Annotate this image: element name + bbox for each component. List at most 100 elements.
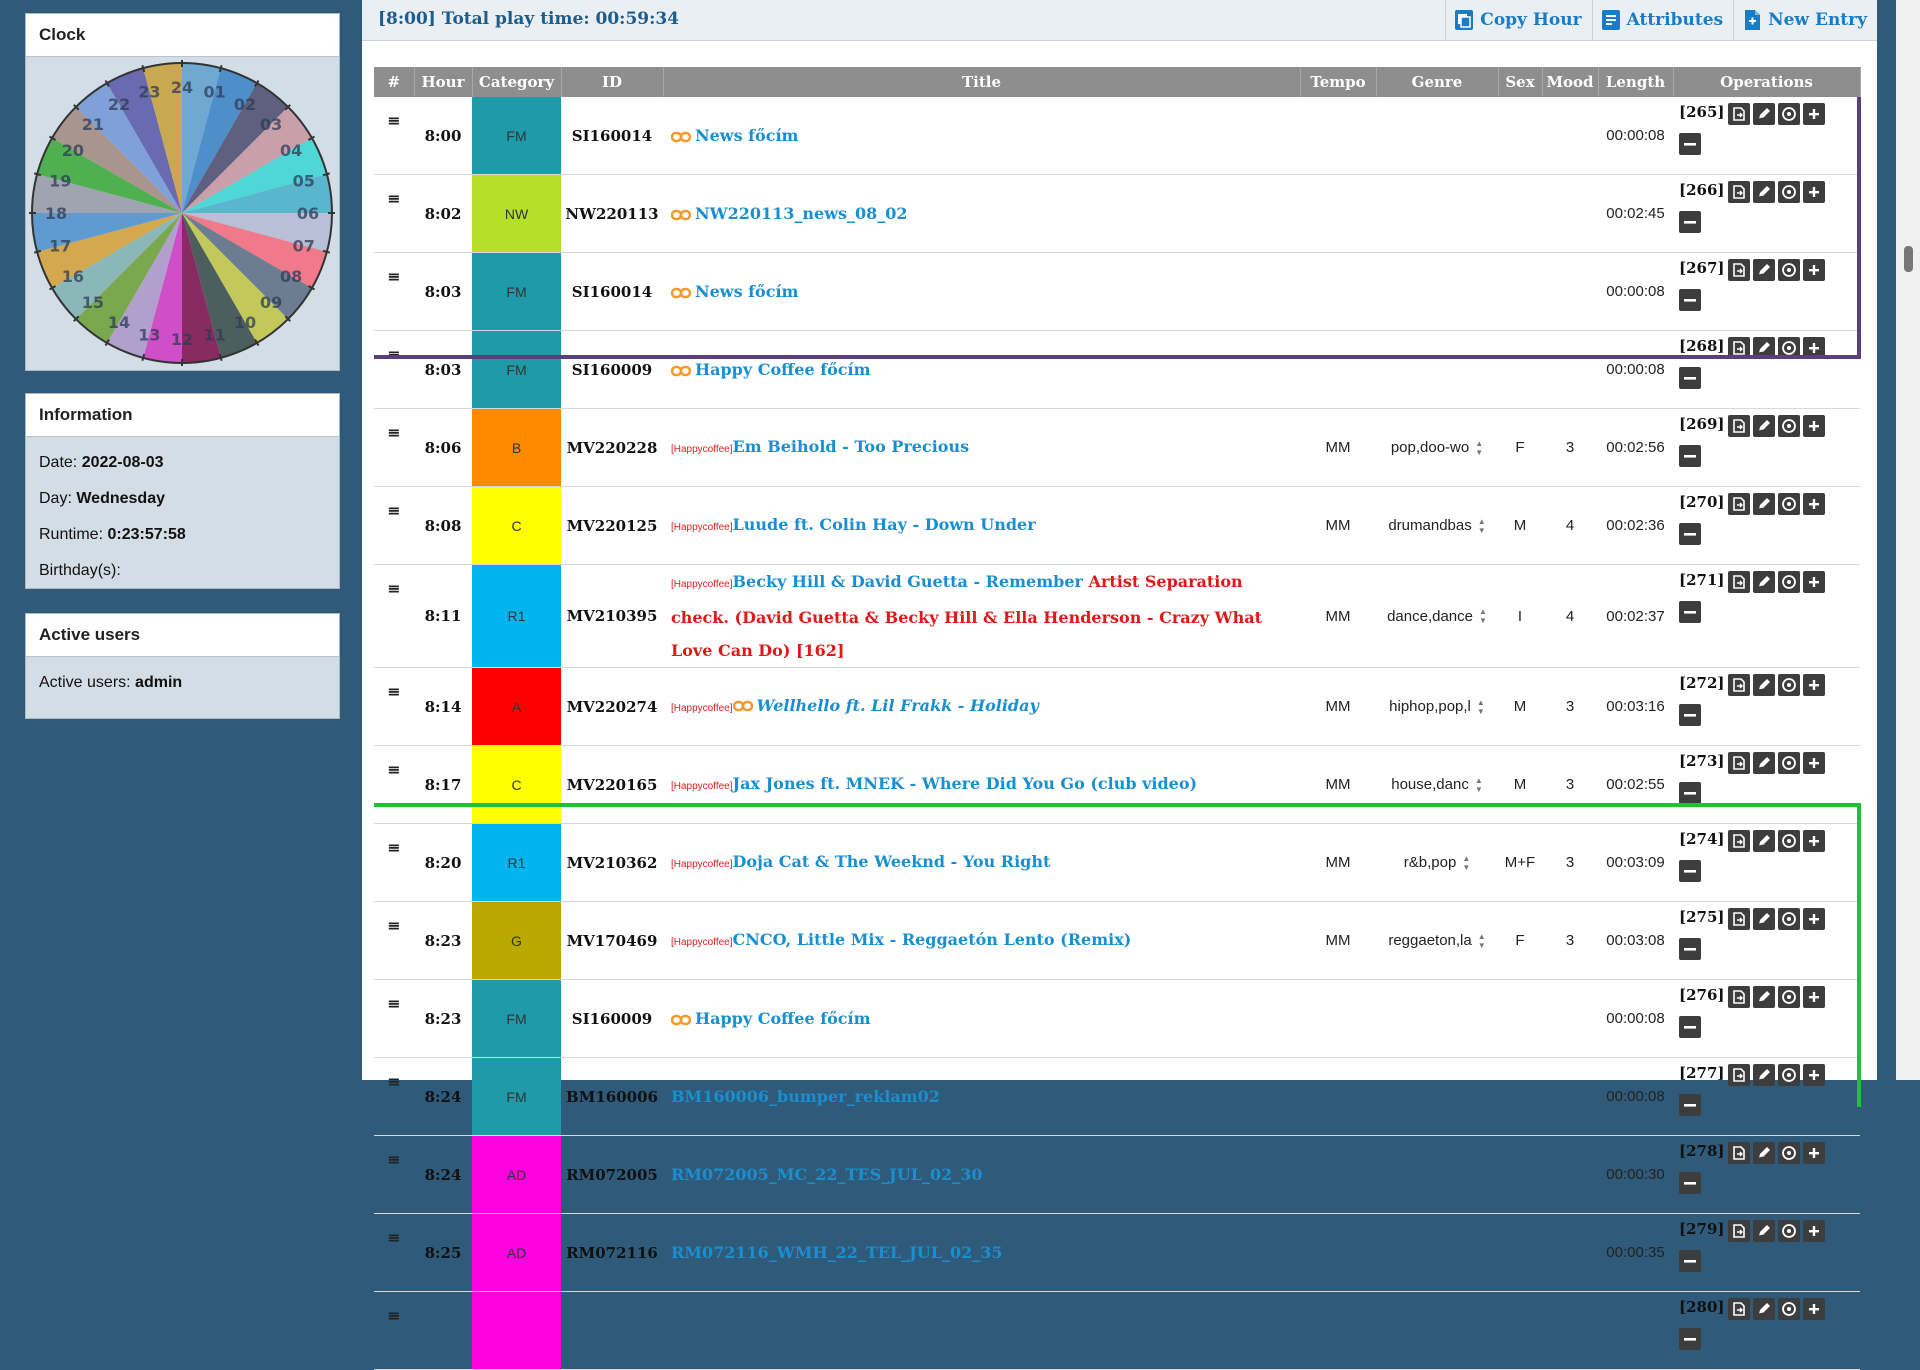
title-link[interactable]: Luude ft. Colin Hay - Down Under xyxy=(732,514,1036,534)
replace-icon[interactable] xyxy=(1727,752,1750,774)
replace-icon[interactable] xyxy=(1727,1220,1750,1242)
replace-icon[interactable] xyxy=(1727,103,1750,125)
col-id[interactable]: ID xyxy=(561,67,664,97)
add-plus-icon[interactable] xyxy=(1802,986,1825,1008)
add-plus-icon[interactable] xyxy=(1802,259,1825,281)
remove-minus-icon[interactable] xyxy=(1679,1016,1701,1038)
preview-disc-icon[interactable] xyxy=(1777,415,1800,437)
preview-disc-icon[interactable] xyxy=(1777,181,1800,203)
preview-disc-icon[interactable] xyxy=(1777,1298,1800,1320)
drag-handle-icon[interactable]: ≡ xyxy=(374,486,414,565)
replace-icon[interactable] xyxy=(1727,415,1750,437)
table-row[interactable]: ≡ 8:25 AD RM072116 RM072116_WMH_22_TEL_JUL_0… xyxy=(374,1213,1860,1292)
edit-pencil-icon[interactable] xyxy=(1752,493,1775,515)
drag-handle-icon[interactable]: ≡ xyxy=(374,330,414,409)
title-link[interactable]: Happy Coffee főcím xyxy=(695,1009,871,1028)
title-link[interactable]: Becky Hill & David Guetta - Remember xyxy=(732,572,1083,591)
col-genre[interactable]: Genre xyxy=(1376,67,1499,97)
drag-handle-icon[interactable]: ≡ xyxy=(374,1135,414,1214)
genre-sort-icon[interactable]: ▲ ▼ xyxy=(1475,438,1484,457)
title-link[interactable]: NW220113_news_08_02 xyxy=(695,204,908,223)
edit-pencil-icon[interactable] xyxy=(1752,181,1775,203)
drag-handle-icon[interactable]: ≡ xyxy=(374,564,414,668)
remove-minus-icon[interactable] xyxy=(1679,782,1701,804)
table-row[interactable]: ≡ 8:06 B MV220228 [Happycoffee]Em Beihold - … xyxy=(374,408,1860,487)
edit-pencil-icon[interactable] xyxy=(1752,1142,1775,1164)
col-num[interactable]: # xyxy=(374,67,415,97)
table-row[interactable]: ≡ 8:08 C MV220125 [Happycoffee]Luude ft. Col… xyxy=(374,486,1860,565)
add-plus-icon[interactable] xyxy=(1802,337,1825,359)
add-plus-icon[interactable] xyxy=(1802,752,1825,774)
remove-minus-icon[interactable] xyxy=(1679,1328,1701,1350)
drag-handle-icon[interactable]: ≡ xyxy=(374,901,414,980)
col-title[interactable]: Title xyxy=(663,67,1301,97)
table-row[interactable]: ≡ 8:00 FM SI160014 News főcím 00:00:08 [265] xyxy=(374,97,1860,175)
drag-handle-icon[interactable]: ≡ xyxy=(374,1291,414,1370)
title-link[interactable]: Doja Cat & The Weeknd - You Right xyxy=(732,851,1051,871)
drag-handle-icon[interactable]: ≡ xyxy=(374,174,414,253)
drag-handle-icon[interactable]: ≡ xyxy=(374,1213,414,1292)
col-hour[interactable]: Hour xyxy=(414,67,473,97)
add-plus-icon[interactable] xyxy=(1802,908,1825,930)
preview-disc-icon[interactable] xyxy=(1777,259,1800,281)
edit-pencil-icon[interactable] xyxy=(1752,1220,1775,1242)
title-link[interactable]: RM072005_MC_22_TES_JUL_02_30 xyxy=(671,1165,983,1184)
table-row[interactable]: ≡ [280] xyxy=(374,1291,1860,1370)
col-operations[interactable]: Operations xyxy=(1673,67,1861,97)
preview-disc-icon[interactable] xyxy=(1777,337,1800,359)
edit-pencil-icon[interactable] xyxy=(1752,337,1775,359)
preview-disc-icon[interactable] xyxy=(1777,908,1800,930)
remove-minus-icon[interactable] xyxy=(1679,860,1701,882)
add-plus-icon[interactable] xyxy=(1802,103,1825,125)
title-link[interactable]: News főcím xyxy=(695,126,799,145)
drag-handle-icon[interactable]: ≡ xyxy=(374,667,414,746)
preview-disc-icon[interactable] xyxy=(1777,674,1800,696)
drag-handle-icon[interactable]: ≡ xyxy=(374,252,414,331)
attributes-button[interactable]: Attributes xyxy=(1591,0,1734,40)
preview-disc-icon[interactable] xyxy=(1777,1220,1800,1242)
table-row[interactable]: ≡ 8:03 FM SI160014 News főcím 00:00:08 [267] xyxy=(374,252,1860,331)
title-link[interactable]: Em Beihold - Too Precious xyxy=(732,436,970,456)
genre-sort-icon[interactable]: ▲ ▼ xyxy=(1476,697,1485,716)
page-scrollbar[interactable] xyxy=(1896,0,1920,1080)
edit-pencil-icon[interactable] xyxy=(1752,830,1775,852)
table-row[interactable]: ≡ 8:03 FM SI160009 Happy Coffee főcím 00:00:0… xyxy=(374,330,1860,409)
replace-icon[interactable] xyxy=(1727,493,1750,515)
add-plus-icon[interactable] xyxy=(1802,181,1825,203)
edit-pencil-icon[interactable] xyxy=(1752,415,1775,437)
replace-icon[interactable] xyxy=(1727,571,1750,593)
genre-sort-icon[interactable]: ▲ ▼ xyxy=(1478,607,1487,625)
drag-handle-icon[interactable]: ≡ xyxy=(374,408,414,487)
col-tempo[interactable]: Tempo xyxy=(1300,67,1377,97)
preview-disc-icon[interactable] xyxy=(1777,571,1800,593)
remove-minus-icon[interactable] xyxy=(1679,523,1701,545)
add-plus-icon[interactable] xyxy=(1802,1220,1825,1242)
drag-handle-icon[interactable]: ≡ xyxy=(374,97,414,175)
remove-minus-icon[interactable] xyxy=(1679,938,1701,960)
replace-icon[interactable] xyxy=(1727,259,1750,281)
remove-minus-icon[interactable] xyxy=(1679,211,1701,233)
preview-disc-icon[interactable] xyxy=(1777,830,1800,852)
edit-pencil-icon[interactable] xyxy=(1752,908,1775,930)
add-plus-icon[interactable] xyxy=(1802,1298,1825,1320)
edit-pencil-icon[interactable] xyxy=(1752,986,1775,1008)
col-mood[interactable]: Mood xyxy=(1542,67,1599,97)
edit-pencil-icon[interactable] xyxy=(1752,1298,1775,1320)
replace-icon[interactable] xyxy=(1727,1298,1750,1320)
col-length[interactable]: Length xyxy=(1598,67,1674,97)
drag-handle-icon[interactable]: ≡ xyxy=(374,979,414,1058)
remove-minus-icon[interactable] xyxy=(1679,1172,1701,1194)
replace-icon[interactable] xyxy=(1727,181,1750,203)
replace-icon[interactable] xyxy=(1727,674,1750,696)
col-sex[interactable]: Sex xyxy=(1498,67,1543,97)
remove-minus-icon[interactable] xyxy=(1679,445,1701,467)
table-row[interactable]: ≡ 8:24 AD RM072005 RM072005_MC_22_TES_JUL_02… xyxy=(374,1135,1860,1214)
replace-icon[interactable] xyxy=(1727,337,1750,359)
replace-icon[interactable] xyxy=(1727,1142,1750,1164)
genre-sort-icon[interactable]: ▲ ▼ xyxy=(1462,853,1471,872)
preview-disc-icon[interactable] xyxy=(1777,1142,1800,1164)
table-row[interactable]: ≡ 8:20 R1 MV210362 [Happycoffee]Doja Cat & T… xyxy=(374,823,1860,902)
add-plus-icon[interactable] xyxy=(1802,1142,1825,1164)
drag-handle-icon[interactable]: ≡ xyxy=(374,823,414,902)
copy-hour-button[interactable]: Copy Hour xyxy=(1445,0,1591,40)
